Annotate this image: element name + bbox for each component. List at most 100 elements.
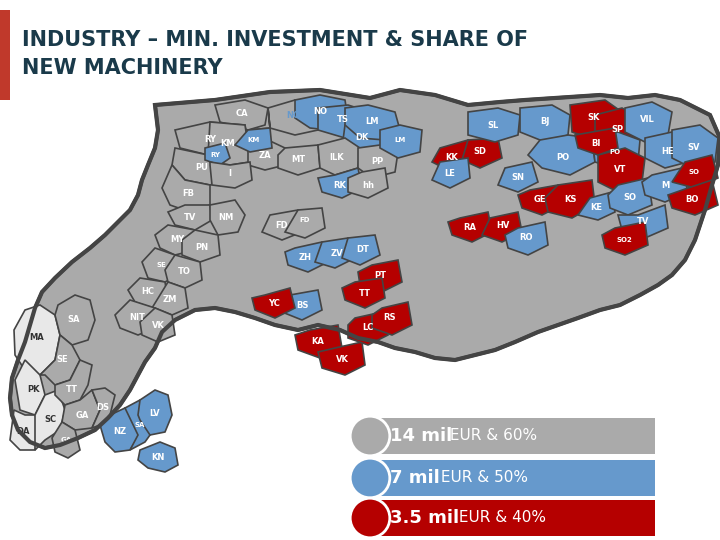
Polygon shape [528,135,595,175]
Text: RO: RO [519,233,533,242]
Text: CA: CA [235,110,248,118]
Polygon shape [52,422,80,458]
Text: TV: TV [636,218,649,226]
Polygon shape [448,212,492,242]
Text: KN: KN [151,454,165,462]
Text: 3.5 mil: 3.5 mil [390,509,459,527]
Text: LM: LM [365,118,379,126]
Polygon shape [672,125,718,168]
Polygon shape [358,260,402,292]
Polygon shape [172,148,230,185]
Text: NIT: NIT [129,314,145,322]
Polygon shape [182,230,220,262]
Text: TT: TT [66,386,78,395]
Polygon shape [162,165,210,212]
Text: FD: FD [300,217,310,223]
Text: EUR & 50%: EUR & 50% [436,470,528,485]
Polygon shape [62,390,100,430]
Polygon shape [140,308,175,342]
Text: MT: MT [291,156,305,165]
Polygon shape [55,360,92,405]
Polygon shape [342,278,385,308]
Text: FB: FB [182,188,194,198]
Text: ILK: ILK [330,153,344,163]
Text: RA: RA [464,224,477,233]
Text: KA: KA [312,338,325,347]
Polygon shape [318,342,365,375]
Text: HE: HE [662,147,674,157]
Polygon shape [138,442,178,472]
Polygon shape [35,390,65,450]
Text: LV: LV [150,408,161,417]
Polygon shape [115,300,155,335]
Text: PN: PN [195,244,209,253]
Polygon shape [155,225,195,255]
Text: DS: DS [96,402,109,411]
Polygon shape [142,248,178,282]
Text: VK: VK [336,355,348,364]
Text: TV: TV [184,213,196,222]
Text: PU: PU [196,164,208,172]
Text: RY: RY [204,136,216,145]
Polygon shape [295,325,342,358]
Text: EUR & 60%: EUR & 60% [445,429,537,443]
Text: SP: SP [611,125,623,134]
Text: FD: FD [276,220,288,230]
Polygon shape [668,180,718,215]
Polygon shape [608,178,652,215]
Text: PP: PP [371,158,383,166]
Polygon shape [432,158,470,188]
Polygon shape [100,408,140,452]
Polygon shape [462,138,502,168]
Bar [0,10,10,100]
Polygon shape [210,200,245,235]
Polygon shape [642,168,688,202]
Text: EUR & 40%: EUR & 40% [454,510,546,525]
Polygon shape [208,122,250,165]
Text: M: M [661,180,669,190]
Text: DT: DT [356,246,369,254]
Polygon shape [285,242,328,272]
Text: SK: SK [588,113,600,123]
Circle shape [350,498,390,538]
Polygon shape [520,105,570,142]
Text: KS: KS [564,195,576,205]
Text: LC: LC [362,323,374,333]
Polygon shape [468,108,520,142]
Text: SL: SL [487,120,499,130]
Circle shape [350,416,390,456]
Text: VK: VK [152,321,164,329]
Text: SC: SC [44,415,56,424]
Polygon shape [168,205,212,230]
Polygon shape [618,205,668,238]
Polygon shape [10,410,42,450]
Text: I: I [228,170,232,179]
Polygon shape [235,128,272,152]
Text: PO: PO [609,149,621,155]
Polygon shape [282,290,322,320]
Text: RS: RS [384,314,396,322]
Text: KM: KM [221,138,235,147]
Polygon shape [205,143,230,165]
Text: SE: SE [56,355,68,364]
Polygon shape [570,100,622,140]
Text: GE: GE [534,195,546,205]
Polygon shape [372,302,412,335]
Text: SO: SO [624,193,636,202]
Text: HV: HV [496,221,510,231]
Text: LM: LM [395,137,405,143]
Polygon shape [15,360,45,415]
Text: DK: DK [355,133,369,143]
Polygon shape [545,180,595,218]
Polygon shape [125,400,155,450]
Polygon shape [672,155,718,188]
Text: RK: RK [333,180,346,190]
Text: ZV: ZV [330,248,343,258]
Text: SO2: SO2 [616,237,632,243]
Polygon shape [345,105,400,140]
Polygon shape [175,122,248,158]
Polygon shape [380,125,422,158]
Polygon shape [595,108,640,148]
Polygon shape [315,238,355,268]
Polygon shape [40,335,80,385]
